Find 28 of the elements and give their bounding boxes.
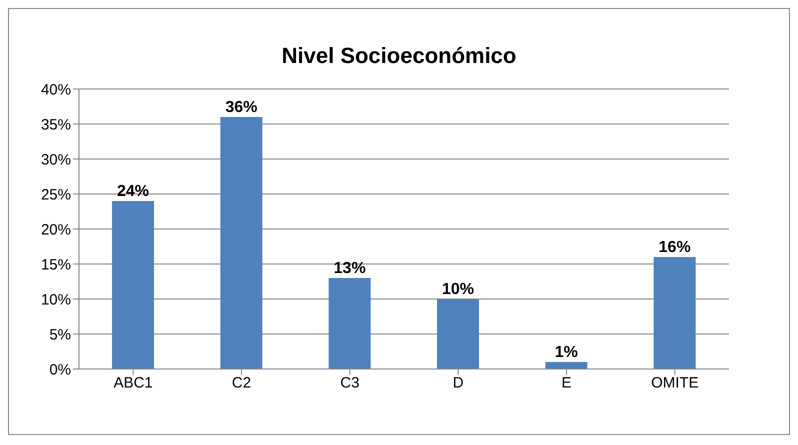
x-tick-label: C2 [232,374,252,392]
y-tick-label: 5% [49,326,71,344]
y-tick-label: 15% [40,256,71,274]
bar [112,201,154,369]
chart-title: Nivel Socioeconómico [280,43,518,69]
y-tick-label: 10% [40,291,71,308]
bar [220,117,262,369]
y-tick-label: 35% [40,116,71,134]
x-tick-label: OMITE [651,374,699,392]
x-tick-label: C3 [340,374,360,392]
y-tick-label: 40% [40,81,71,98]
y-tick-label: 25% [40,186,71,204]
y-tick-label: 20% [40,221,71,238]
bar [328,278,371,369]
bar [654,257,696,369]
x-tick-label: E [561,374,572,392]
data-label: 24% [116,183,150,200]
x-tick-label: ABC1 [114,374,153,392]
y-tick-label: 0% [49,361,71,378]
data-label: 36% [225,99,258,116]
data-label: 10% [442,281,474,298]
x-tick-label: D [452,374,464,392]
data-label: 13% [334,260,366,277]
data-label: 16% [658,239,691,256]
data-label: 1% [554,344,578,361]
bar [437,299,479,369]
bar [545,362,588,369]
y-tick-label: 30% [40,151,71,168]
